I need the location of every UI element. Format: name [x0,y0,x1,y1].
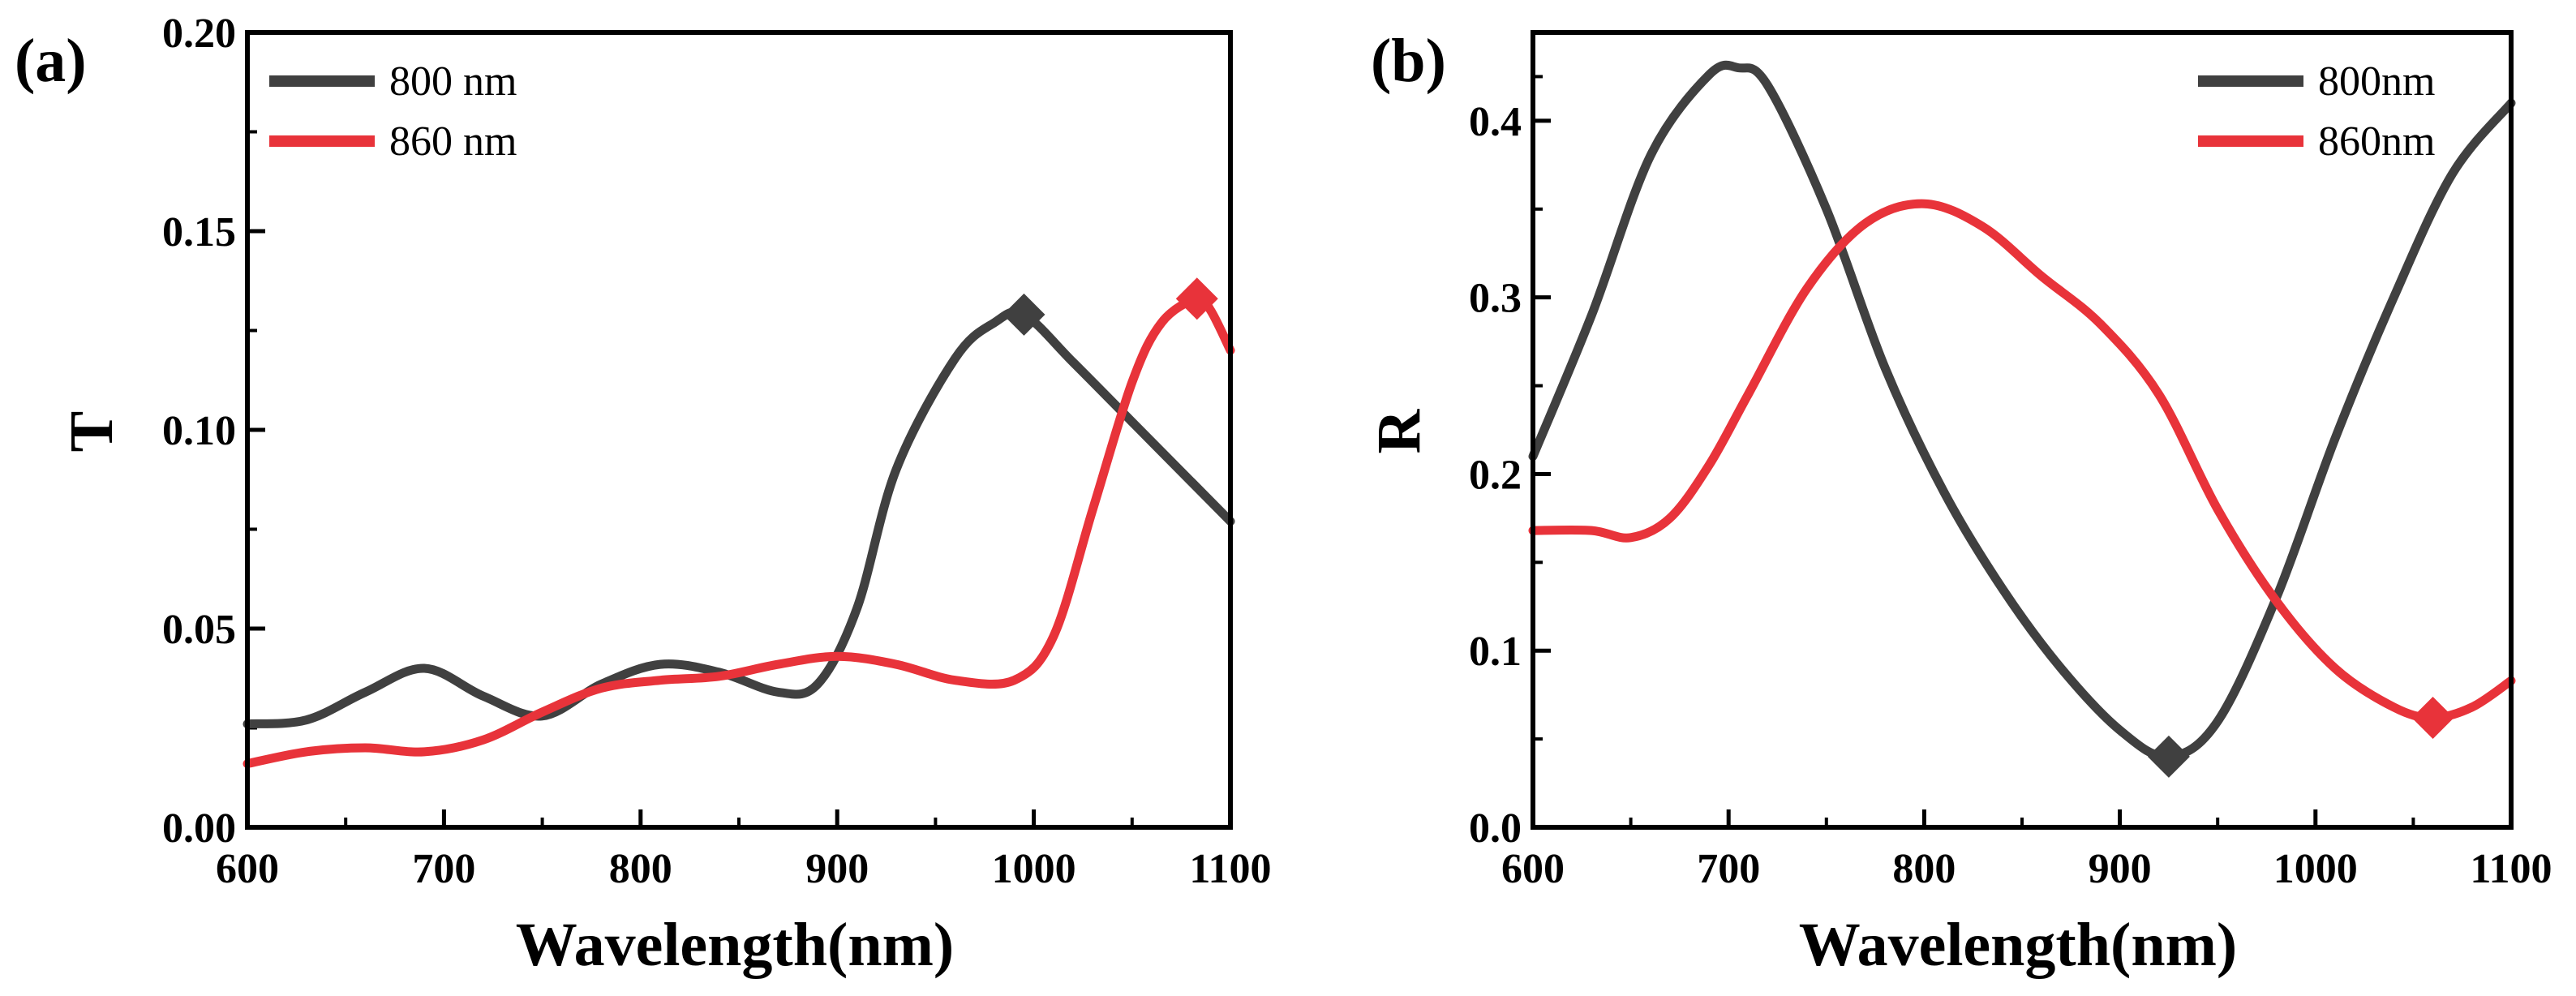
panel-b-xlabel: Wavelength(nm) [1799,911,2237,979]
panel-b-series-line-1 [1528,199,2516,723]
panel-b-ticks: 600 700 800 900 1000 1100 0.0 0.1 0.2 0.3 0.4 [1469,75,2552,892]
panel-a-xtick-label: 1100 [1189,846,1271,892]
panel-a-xtick-label: 800 [609,846,672,892]
panel-a-xtick-label: 700 [412,846,475,892]
panel-a: (a) T Wavelength(nm) 600 700 800 900 1000 110… [15,11,1272,979]
legend-a-label-860: 860 nm [389,118,517,165]
panel-b-series [1528,60,2516,778]
panel-a-xtick-label: 900 [805,846,869,892]
panel-a-frame [245,30,1233,830]
panel-b-label: (b) [1371,27,1446,95]
panel-b-xtick-label: 1100 [2470,846,2552,892]
panel-a-peak-marker-0 [1002,293,1045,336]
panel-b-xtick-label: 1000 [2273,846,2358,892]
panel-b-ylabel: R [1365,408,1433,453]
panel-b-series-line-0 [1528,60,2516,762]
panel-b-xtick-label: 600 [1501,846,1565,892]
panel-a-xlabel: Wavelength(nm) [516,911,954,979]
panel-b-xtick-label: 900 [2089,846,2152,892]
panel-b-legend: 800nm 860nm [2198,58,2435,165]
legend-a-label-800: 800 nm [389,58,517,105]
panel-a-ticks: 600 700 800 900 1000 1100 0.00 0.05 0.10 0.15 0.20 [162,11,1272,892]
panel-a-ytick-label: 0.20 [162,11,236,57]
legend-b-label-860: 860nm [2318,118,2435,165]
panel-b-xtick-label: 700 [1697,846,1760,892]
panel-a-peak-marker-1 [1175,277,1218,320]
panel-b-ytick-label: 0.4 [1469,99,1522,145]
panel-a-series-line-1 [243,294,1235,769]
panel-a-series [243,277,1235,769]
panel-a-ylabel: T [58,411,126,453]
panel-a-ytick-label: 0.15 [162,209,236,255]
panel-b: (b) R Wavelength(nm) 600 700 800 900 1000 110… [1365,27,2552,979]
panel-a-legend: 800 nm 860 nm [269,58,517,165]
panel-a-ytick-label: 0.05 [162,607,236,653]
panel-a-xtick-label: 1000 [992,846,1076,892]
panel-b-frame [1531,30,2514,830]
panel-a-ytick-label: 0.10 [162,408,236,454]
panel-b-ytick-label: 0.0 [1469,805,1522,852]
legend-b-label-800: 800nm [2318,58,2435,105]
panel-b-xtick-label: 800 [1892,846,1956,892]
panel-a-series-line-0 [243,307,1235,729]
panel-b-ytick-label: 0.1 [1469,629,1522,675]
panel-b-ytick-label: 0.2 [1469,452,1522,498]
panel-a-xtick-label: 600 [216,846,279,892]
panel-b-peak-marker-1 [2411,696,2454,739]
panel-a-ytick-label: 0.00 [162,805,236,852]
panel-b-ytick-label: 0.3 [1469,276,1522,322]
panel-b-peak-marker-0 [2147,735,2190,778]
panel-a-label: (a) [15,27,87,95]
